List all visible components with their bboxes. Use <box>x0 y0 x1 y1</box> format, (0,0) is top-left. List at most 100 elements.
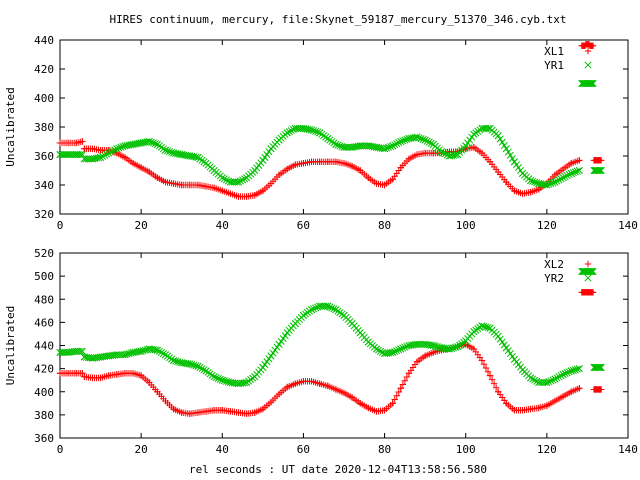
trace-point <box>103 150 111 158</box>
trace-point <box>194 362 202 370</box>
trace-point <box>111 146 119 154</box>
trace-point <box>498 138 506 146</box>
trace-point <box>425 138 433 146</box>
trace-point <box>588 267 596 276</box>
trace-point <box>172 357 180 365</box>
trace-point <box>576 157 583 164</box>
trace-point <box>232 178 241 186</box>
trace-point <box>305 125 314 134</box>
trace-point <box>596 363 604 372</box>
trace-point <box>145 137 153 146</box>
y-tick-label: 400 <box>34 92 54 105</box>
trace-point <box>589 267 597 276</box>
trace-point <box>115 144 123 152</box>
trace-point <box>387 349 395 357</box>
trace-point <box>596 363 604 372</box>
trace-point <box>529 177 537 185</box>
trace-point <box>391 141 399 149</box>
legend-marker <box>584 47 592 55</box>
trace-point <box>551 178 559 186</box>
trace-point <box>399 344 407 352</box>
trace-point <box>589 42 597 49</box>
trace-point <box>391 348 399 356</box>
trace-point <box>573 365 581 373</box>
trace-point <box>79 138 86 145</box>
y-axis-label: Uncalibrated <box>4 306 17 385</box>
trace-point <box>76 347 84 355</box>
y-tick-label: 520 <box>34 247 54 260</box>
trace-point <box>374 346 383 354</box>
trace-point <box>559 370 567 378</box>
trace-point <box>385 143 393 151</box>
trace-point <box>151 140 159 148</box>
trace-point <box>381 145 389 153</box>
trace-point <box>334 141 342 149</box>
trace-point <box>492 384 500 391</box>
trace-point <box>567 169 575 177</box>
trace-point <box>168 148 176 156</box>
legend-label: YR1 <box>544 59 564 72</box>
trace-point <box>241 379 249 387</box>
y-tick-label: 340 <box>34 179 54 192</box>
trace-point <box>506 151 514 159</box>
plot-panels: 0 20 40 60 80 100 120 140320340360380400420440U… <box>4 34 638 456</box>
trace-point <box>307 306 316 314</box>
legend-marker <box>584 260 592 268</box>
trace-point <box>163 147 172 155</box>
trace-point <box>569 169 577 177</box>
trace-point <box>586 79 594 88</box>
trace-point <box>563 369 571 377</box>
trace-point <box>427 139 435 147</box>
y-tick-label: 440 <box>34 340 54 353</box>
trace-point <box>545 180 553 188</box>
trace-point <box>312 127 320 135</box>
trace-point <box>547 179 555 188</box>
x-tick-label: 120 <box>537 443 557 456</box>
trace-point <box>310 127 318 135</box>
trace-point <box>527 374 535 382</box>
trace-point <box>220 377 228 385</box>
trace-point <box>389 142 397 150</box>
trace-point <box>117 143 125 151</box>
trace-point <box>97 153 105 162</box>
trace-point <box>431 342 439 350</box>
trace-point <box>587 79 596 88</box>
trace-point <box>531 376 539 384</box>
trace-point <box>397 345 405 353</box>
trace-point <box>597 363 605 372</box>
trace-point <box>192 153 200 161</box>
trace-point <box>161 146 170 154</box>
trace-point <box>437 148 445 156</box>
trace-point <box>336 142 344 150</box>
y-tick-label: 460 <box>34 316 54 329</box>
trace-point <box>401 136 409 144</box>
trace-point <box>397 137 405 146</box>
trace-point <box>594 166 602 175</box>
trace-point <box>328 304 336 312</box>
trace-point <box>502 145 510 153</box>
trace-point <box>423 137 431 145</box>
trace-point <box>210 373 218 381</box>
trace-point <box>403 342 411 350</box>
trace-point <box>391 396 398 403</box>
trace-point <box>393 392 400 399</box>
x-tick-label: 140 <box>618 443 638 456</box>
trace-point <box>504 148 512 156</box>
trace-point <box>576 385 583 392</box>
x-tick-label: 100 <box>456 443 476 456</box>
trace-point <box>147 138 155 146</box>
x-tick-label: 60 <box>297 219 310 232</box>
trace-point <box>79 370 86 377</box>
trace-point <box>393 347 401 355</box>
trace-point <box>287 127 295 135</box>
trace-point <box>389 348 397 356</box>
trace-point <box>598 157 605 164</box>
y-tick-label: 500 <box>34 270 54 283</box>
trace-point <box>401 343 409 351</box>
trace-point <box>490 380 498 387</box>
trace-point <box>190 361 198 369</box>
trace-point <box>174 358 182 366</box>
trace-point <box>170 356 178 365</box>
trace-point <box>310 305 318 313</box>
trace-point <box>480 322 488 330</box>
